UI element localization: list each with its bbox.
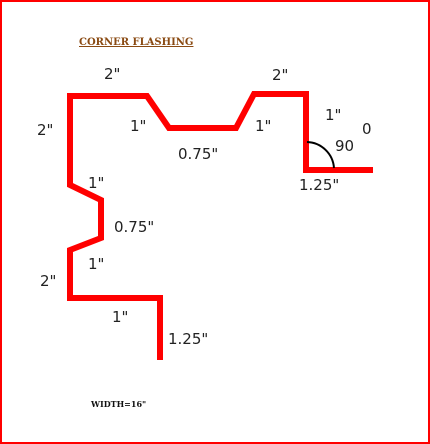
dim-center-075in: 0.75": [178, 145, 218, 163]
dim-zig-lower-1in: 1": [88, 255, 104, 273]
dim-angle-right-1in: 1": [255, 117, 271, 135]
dim-angle-left-1in: 1": [130, 117, 146, 135]
dim-right-vertical-1in: 1": [325, 106, 341, 124]
dim-bottom-flange-125in: 1.25": [168, 330, 208, 348]
angle-arc-90: [306, 141, 335, 169]
dim-right-flange-125in: 1.25": [299, 176, 339, 194]
dim-top-left-2in: 2": [104, 65, 120, 83]
dim-zig-075in: 0.75": [114, 218, 154, 236]
dim-angle-90: 90: [335, 137, 354, 155]
dim-bottom-1in: 1": [112, 308, 128, 326]
dim-left-upper-2in: 2": [37, 121, 53, 139]
degree-mark: 0: [362, 120, 372, 138]
dim-zig-upper-1in: 1": [88, 174, 104, 192]
dim-top-right-2in: 2": [272, 66, 288, 84]
flashing-profile: [67, 91, 373, 360]
width-note: WIDTH=16": [90, 399, 146, 409]
dim-left-lower-2in: 2": [40, 272, 56, 290]
drawing-title: CORNER FLASHING: [79, 37, 193, 48]
